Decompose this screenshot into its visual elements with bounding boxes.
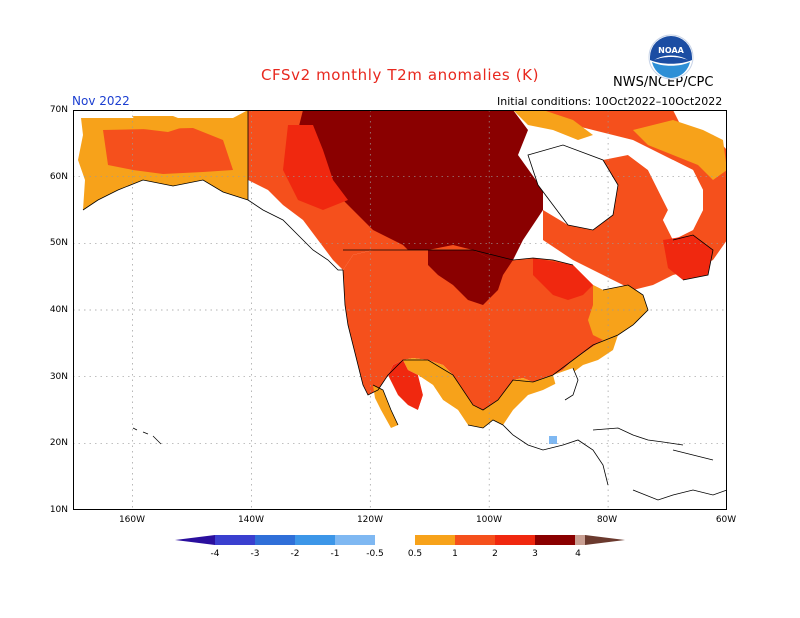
agency-label: NWS/NCEP/CPC	[613, 75, 714, 90]
anomaly-region-labrador-weak	[633, 120, 727, 180]
colorbar-label: -1	[331, 549, 340, 559]
lat-label: 20N	[49, 438, 68, 448]
colorbar-label: 4	[575, 549, 581, 559]
anomaly-region-mexico-central	[418, 375, 468, 445]
hawaii-islands	[132, 427, 162, 445]
anomaly-map	[73, 110, 727, 510]
anomaly-region-florida	[553, 368, 578, 400]
lon-label: 160W	[118, 515, 146, 525]
noaa-logo: NOAA	[648, 34, 694, 80]
colorbar-segment	[455, 535, 495, 545]
initial-conditions-label: Initial conditions: 10Oct2022–10Oct2022	[497, 95, 723, 108]
colorbar-label: -2	[291, 549, 300, 559]
anomaly-region-maritime-warmer	[663, 235, 713, 280]
anomaly-region-gulf-weak	[403, 335, 618, 428]
lat-label: 10N	[49, 505, 68, 515]
colorbar-segment	[215, 535, 255, 545]
colorbar-arrow-right	[585, 535, 625, 545]
anomaly-region-baja	[373, 385, 398, 428]
anomaly-region-alaska-warm	[103, 128, 233, 174]
colorbar-label: 2	[492, 549, 498, 559]
lat-label: 70N	[49, 105, 68, 115]
lon-label: 120W	[356, 515, 384, 525]
colorbar-segment	[255, 535, 295, 545]
colorbar-segment	[575, 535, 585, 545]
colorbar-segment	[375, 535, 415, 545]
colorbar-label: 3	[532, 549, 538, 559]
anomaly-region-east-coast-weak	[588, 285, 648, 340]
lat-label: 60N	[49, 172, 68, 182]
map-borders	[82, 110, 727, 501]
anomaly-region-yucatan-cool	[549, 436, 557, 444]
forecast-month-label: Nov 2022	[72, 94, 130, 108]
colorbar-segment	[495, 535, 535, 545]
colorbar-label: -4	[211, 549, 220, 559]
lon-label: 100W	[475, 515, 503, 525]
lat-label: 30N	[49, 372, 68, 382]
hudson-bay	[528, 145, 618, 230]
map-gridlines	[73, 110, 727, 510]
colorbar-segment	[335, 535, 375, 545]
colorbar-label: 1	[452, 549, 458, 559]
anomaly-region-labrador	[628, 155, 703, 240]
colorbar-segment	[535, 535, 575, 545]
lon-label: 80W	[596, 515, 618, 525]
colorbar-label: -3	[251, 549, 260, 559]
anomaly-region-great-lakes-warmer	[533, 258, 593, 300]
colorbar-segment	[415, 535, 455, 545]
chart-title: CFSv2 monthly T2m anomalies (K)	[260, 66, 540, 84]
lon-label: 60W	[715, 515, 737, 525]
anomaly-region-mexico-nw	[388, 360, 423, 410]
lat-label: 50N	[49, 238, 68, 248]
anomaly-region-plains-hot	[428, 250, 513, 305]
colorbar-arrow-left	[175, 535, 215, 545]
anomaly-region-alaska-weak	[133, 116, 193, 132]
colorbar-segment	[295, 535, 335, 545]
anomaly-region-arctic-weak	[513, 110, 593, 140]
anomaly-region-canada-warmer	[283, 125, 348, 210]
noaa-logo-text: NOAA	[658, 46, 684, 55]
lat-label: 40N	[49, 305, 68, 315]
colorbar-label: 0.5	[408, 549, 422, 559]
colorbar-label: -0.5	[366, 549, 384, 559]
colorbar: -4 -3 -2 -1 -0.5 0.5 1 2 3 4	[175, 535, 625, 559]
lon-label: 140W	[237, 515, 265, 525]
